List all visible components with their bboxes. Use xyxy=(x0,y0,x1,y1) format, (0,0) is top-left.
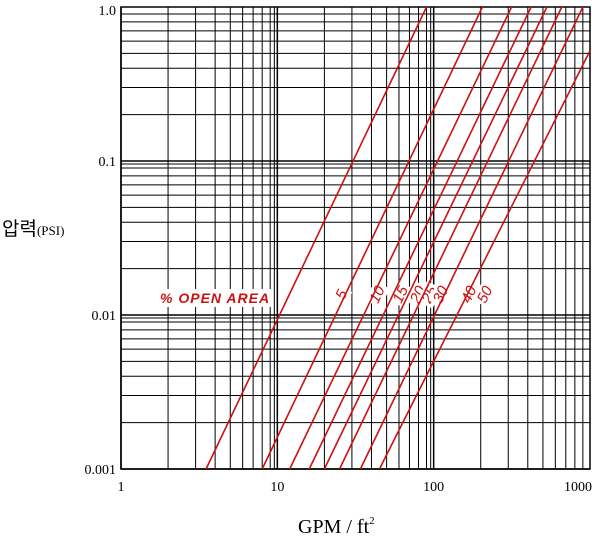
open-area-annotation: % OPEN AREA xyxy=(160,290,270,306)
y-axis-title-unit: (PSI) xyxy=(37,223,64,238)
y-axis-title: 압력(PSI) xyxy=(2,218,64,240)
series-label-50: 50 xyxy=(474,283,497,306)
x-axis-title-sup: 2 xyxy=(369,515,375,527)
plot-frame xyxy=(120,6,591,470)
y-tick-label: 0.01 xyxy=(92,309,117,324)
series-line-40 xyxy=(359,6,584,470)
series-line-5 xyxy=(205,6,428,470)
series-line-30 xyxy=(338,6,563,470)
y-tick-label: 0.1 xyxy=(99,155,117,170)
series-label-backdrop xyxy=(331,284,353,304)
x-tick-label: 100 xyxy=(423,480,444,495)
x-tick-label: 1000 xyxy=(564,480,592,495)
x-tick-labels: 1 10 100 1000 xyxy=(118,480,592,495)
series-label-backdrop xyxy=(365,281,390,308)
y-tick-labels: 1.0 0.1 0.01 0.001 xyxy=(85,4,117,478)
annotation-backdrop xyxy=(158,289,273,307)
grid xyxy=(120,7,590,470)
series-label-backdrop xyxy=(472,281,498,308)
y-tick-label: 0.001 xyxy=(85,463,117,478)
y-tick-label: 1.0 xyxy=(99,4,117,19)
x-tick-label: 1 xyxy=(118,480,125,495)
series-line-15 xyxy=(288,6,513,470)
series-line-20 xyxy=(308,6,532,470)
x-axis-title-text: GPM / ft xyxy=(298,516,370,537)
y-axis-title-text: 압력 xyxy=(2,218,37,240)
x-tick-label: 10 xyxy=(270,480,284,495)
x-axis-title: GPM / ft2 xyxy=(298,515,375,537)
series-line-25 xyxy=(323,6,548,470)
series-label-10: 10 xyxy=(366,283,389,306)
series-line-50 xyxy=(378,50,591,470)
series-line-10 xyxy=(261,6,484,470)
